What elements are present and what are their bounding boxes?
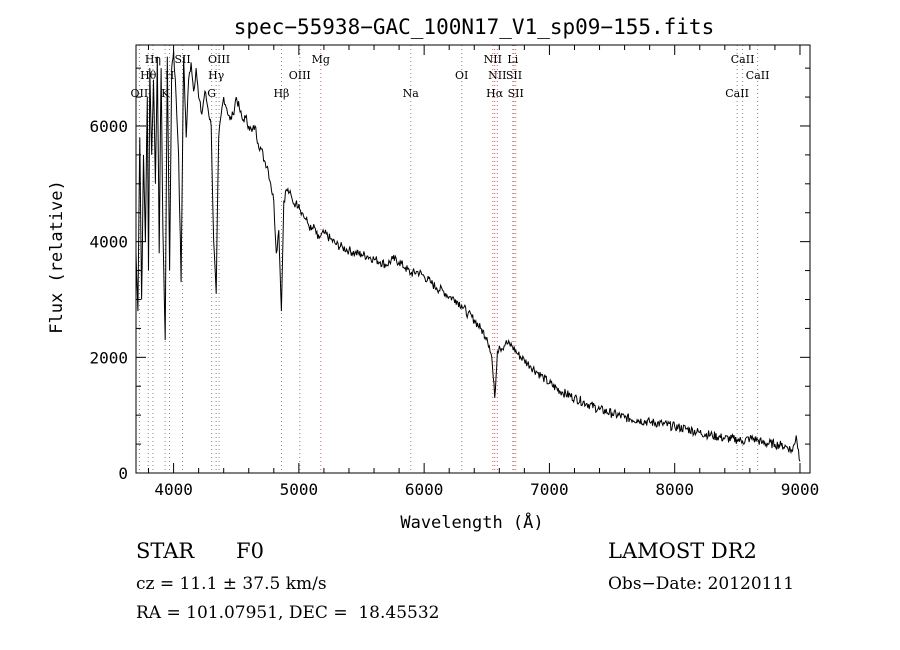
x-tick-label: 4000 (154, 480, 193, 499)
spectral-line-label: CaII (731, 53, 755, 66)
spectral-line-label: NII (488, 69, 506, 82)
spectral-line-label: SII (506, 69, 522, 82)
spectral-line-label: Li (507, 53, 518, 66)
spectrum-series-line (135, 50, 801, 462)
spectral-line-markers (138, 45, 759, 473)
spectral-line-label: Na (403, 87, 420, 100)
x-tick-label: 5000 (280, 480, 319, 499)
spectral-line-label: SII (508, 87, 524, 100)
spectral-line-label: Hη (145, 53, 161, 66)
y-axis-ticks: 0 2000 4000 6000 (89, 67, 810, 483)
spectral-line-label: CaII (725, 87, 749, 100)
spectral-line-labels: OIIHθHηKHSIIGHγOIIIHβOIIIMgNaOINIIHαNIIL… (131, 53, 770, 100)
x-tick-label: 9000 (781, 480, 820, 499)
spectral-line-label: SII (174, 53, 190, 66)
spectral-line-label: OI (455, 69, 468, 82)
spectral-subclass: F0 (236, 539, 264, 563)
spectral-line-label: Hθ (140, 69, 157, 82)
plot-frame (135, 44, 811, 474)
spectral-line-label: K (161, 87, 170, 100)
redshift-value: cz = 11.1 ± 37.5 km/s (136, 574, 327, 594)
sky-coordinates: RA = 101.07951, DEC = 18.45532 (136, 603, 440, 623)
y-tick-label: 6000 (89, 117, 128, 136)
chart-title: spec−55938−GAC_100N17_V1_sp09−155.fits (234, 15, 714, 39)
observation-date: Obs−Date: 20120111 (608, 574, 795, 594)
object-type: STAR (136, 539, 195, 563)
x-tick-label: 7000 (530, 480, 569, 499)
y-tick-label: 2000 (89, 348, 128, 367)
x-axis-label: Wavelength (Å) (400, 511, 543, 533)
x-tick-label: 6000 (405, 480, 444, 499)
spectral-line-label: Hβ (273, 87, 289, 100)
spectral-line-label: OII (131, 87, 149, 100)
spectral-line-label: Hγ (208, 69, 225, 82)
spectral-line-label: G (207, 87, 216, 100)
spectral-line-label: Mg (312, 53, 330, 66)
spectral-line-label: OIII (289, 69, 311, 82)
survey-name: LAMOST DR2 (608, 539, 757, 563)
spectral-line-label: Hα (486, 87, 504, 100)
spectral-line-label: H (165, 69, 175, 82)
y-tick-label: 0 (118, 464, 128, 483)
y-axis-label: Flux (relative) (47, 180, 67, 334)
x-tick-label: 8000 (655, 480, 694, 499)
spectral-line-label: OIII (208, 53, 230, 66)
spectral-line-label: NII (484, 53, 502, 66)
y-tick-label: 4000 (89, 233, 128, 252)
spectral-line-label: CaII (746, 69, 770, 82)
x-axis-ticks: 4000 5000 6000 7000 8000 9000 (148, 45, 820, 499)
